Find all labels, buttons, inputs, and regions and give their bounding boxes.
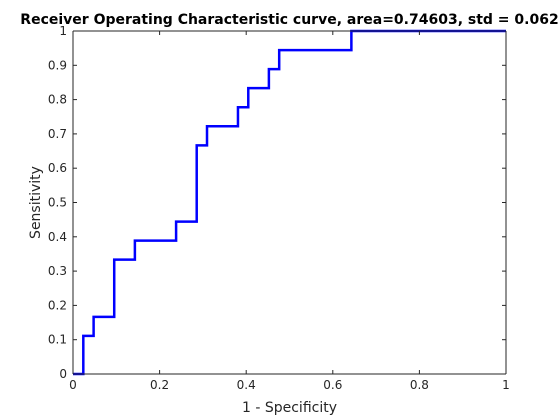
x-tick-label: 0 [69, 378, 77, 392]
y-tick-label: 0.1 [48, 333, 67, 347]
x-tick-label: 0.2 [150, 378, 169, 392]
y-tick-label: 0.7 [48, 127, 67, 141]
y-tick-label: 0.9 [48, 58, 67, 72]
x-tick-label: 0.4 [237, 378, 256, 392]
y-tick-label: 1 [59, 24, 67, 38]
ticks-layer: 0 0.2 0.4 0.6 0.8 1 0 0.1 0.2 0.3 0.4 0.5 0.6 0.7 0.8 0… [48, 24, 510, 392]
y-axis-label: Sensitivity [28, 166, 44, 239]
y-tick-label: 0.6 [48, 161, 67, 175]
y-tick-label: 0.5 [48, 196, 67, 210]
y-tick-label: 0.3 [48, 264, 67, 278]
x-tick-label: 0.8 [410, 378, 429, 392]
roc-curve-line-0 [73, 29, 506, 376]
y-tick-label: 0 [59, 367, 67, 381]
x-tick-label: 0.6 [323, 378, 342, 392]
x-tick-label: 1 [502, 378, 510, 392]
y-tick-label: 0.8 [48, 93, 67, 107]
y-tick-label: 0.2 [48, 298, 67, 312]
curve-layer [73, 29, 506, 376]
plot-area [73, 31, 506, 374]
x-axis-label: 1 - Specificity [242, 400, 337, 416]
y-tick-label: 0.4 [48, 230, 67, 244]
chart-title: Receiver Operating Characteristic curve,… [20, 12, 558, 28]
